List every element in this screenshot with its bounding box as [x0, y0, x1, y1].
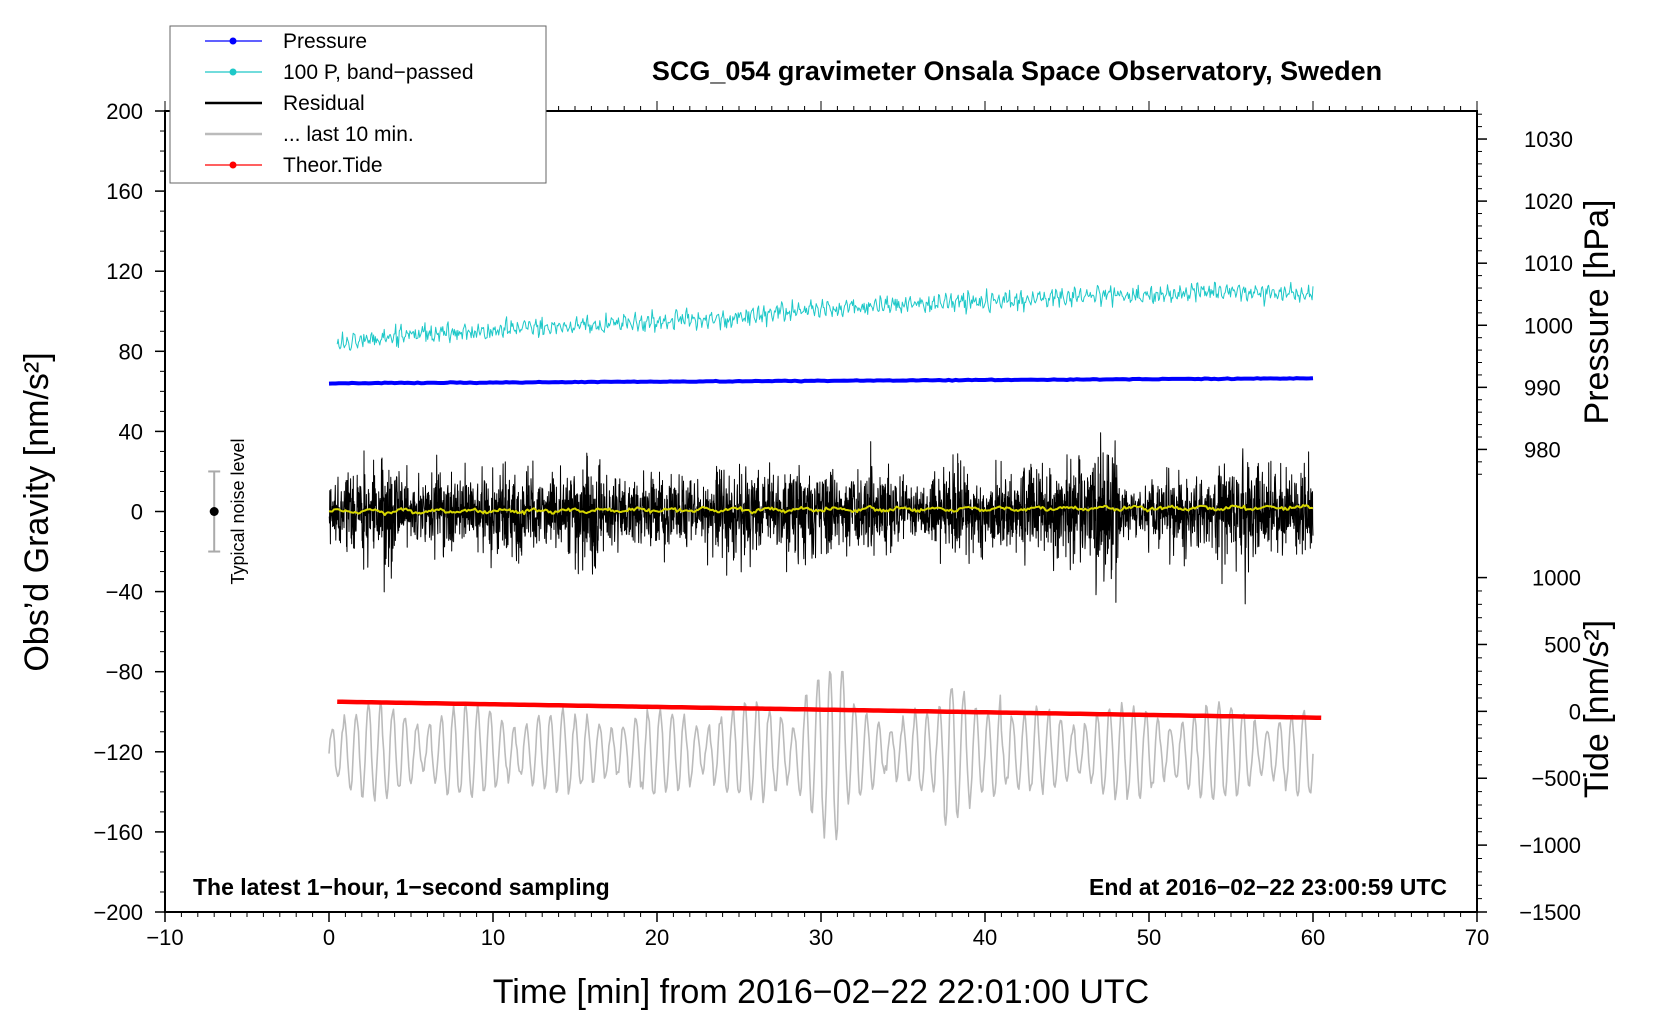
legend-label: Theor.Tide [283, 154, 383, 177]
noise-label: Typical noise level [228, 438, 248, 584]
axis-layer: −10 0 10 20 30 40 50 60 70−200−160−120−80−400408… [93, 99, 1581, 950]
legend-label: ... last 10 min. [283, 123, 414, 146]
tide-tick-label: 500 [1544, 632, 1581, 657]
legend: Pressure 100 P, band−passed Residual ... la… [169, 25, 547, 184]
x-tick-label: 20 [645, 925, 669, 950]
legend-items: Pressure 100 P, band−passed Residual ... la… [205, 30, 474, 177]
y-axis-pressure-title: Pressure [hPa] [1578, 200, 1616, 425]
pressure-tick-label: 1000 [1524, 313, 1573, 338]
y-tick-label: 80 [119, 339, 143, 364]
legend-marker [229, 37, 237, 45]
y-tick-label: −200 [93, 900, 143, 925]
x-axis-title: Time [min] from 2016−02−22 22:01:00 UTC [493, 973, 1149, 1011]
y-tick-label: −120 [93, 740, 143, 765]
legend-label: Residual [283, 92, 365, 115]
y-tick-label: 0 [131, 500, 143, 525]
tide-tick-label: 0 [1569, 699, 1581, 724]
band-passed-line [336, 281, 1314, 351]
legend-box [169, 25, 547, 184]
pressure-tick-label: 980 [1524, 437, 1561, 462]
pressure-tick-label: 1010 [1524, 251, 1573, 276]
y-tick-label: −40 [106, 580, 143, 605]
pressure-tick-label: 1030 [1524, 127, 1573, 152]
tide-tick-label: −1000 [1519, 833, 1581, 858]
annotation-sampling: The latest 1−hour, 1−second sampling [193, 874, 610, 900]
x-tick-label: 70 [1465, 925, 1489, 950]
y-tick-label: 200 [106, 99, 143, 124]
x-tick-label: 60 [1301, 925, 1325, 950]
y-axis-tide-title: Tide [nm/s²] [1578, 620, 1616, 798]
pressure-tick-label: 990 [1524, 375, 1561, 400]
y-tick-label: 40 [119, 419, 143, 444]
tide-line [337, 699, 1322, 721]
noise-bar-dot [209, 507, 219, 516]
x-tick-label: 10 [481, 925, 505, 950]
tide-tick-label: −500 [1531, 766, 1581, 791]
smoothed-residual-line [328, 504, 1314, 517]
series-layer [328, 281, 1322, 841]
tide-tick-label: 1000 [1532, 566, 1581, 591]
y-tick-label: −80 [106, 660, 143, 685]
y-tick-label: 160 [106, 179, 143, 204]
y-axis-left-title: Obs’d Gravity [nm/s²] [18, 352, 56, 671]
pressure-tick-label: 1020 [1524, 189, 1573, 214]
tide-tick-label: −1500 [1519, 900, 1581, 925]
legend-marker [229, 161, 237, 169]
last-10-min-line [328, 670, 1314, 841]
pressure-line [328, 376, 1314, 386]
chart-title: SCG_054 gravimeter Onsala Space Observat… [652, 56, 1382, 86]
noise-indicator: Typical noise level [208, 438, 248, 585]
y-tick-label: 120 [106, 259, 143, 284]
x-tick-label: 30 [809, 925, 833, 950]
legend-label: 100 P, band−passed [283, 61, 474, 84]
y-tick-label: −160 [93, 820, 143, 845]
x-tick-label: 50 [1137, 925, 1161, 950]
x-tick-label: 40 [973, 925, 997, 950]
x-tick-label: −10 [146, 925, 183, 950]
legend-marker [229, 68, 237, 76]
residual-line [328, 432, 1314, 605]
annotation-end-time: End at 2016−02−22 23:00:59 UTC [1089, 874, 1447, 900]
x-tick-label: 0 [323, 925, 335, 950]
legend-label: Pressure [283, 30, 367, 53]
